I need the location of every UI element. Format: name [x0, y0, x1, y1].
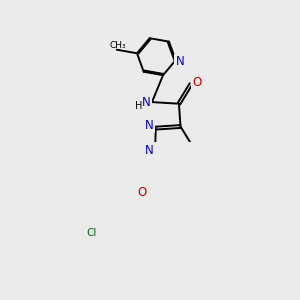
Text: N: N: [145, 119, 154, 132]
Text: O: O: [137, 186, 146, 199]
Text: O: O: [192, 76, 201, 89]
Text: N: N: [176, 55, 184, 68]
Text: N: N: [144, 144, 153, 157]
Text: CH₃: CH₃: [109, 41, 126, 50]
Text: H: H: [135, 101, 142, 111]
Text: Cl: Cl: [86, 228, 97, 238]
Text: N: N: [142, 96, 151, 109]
